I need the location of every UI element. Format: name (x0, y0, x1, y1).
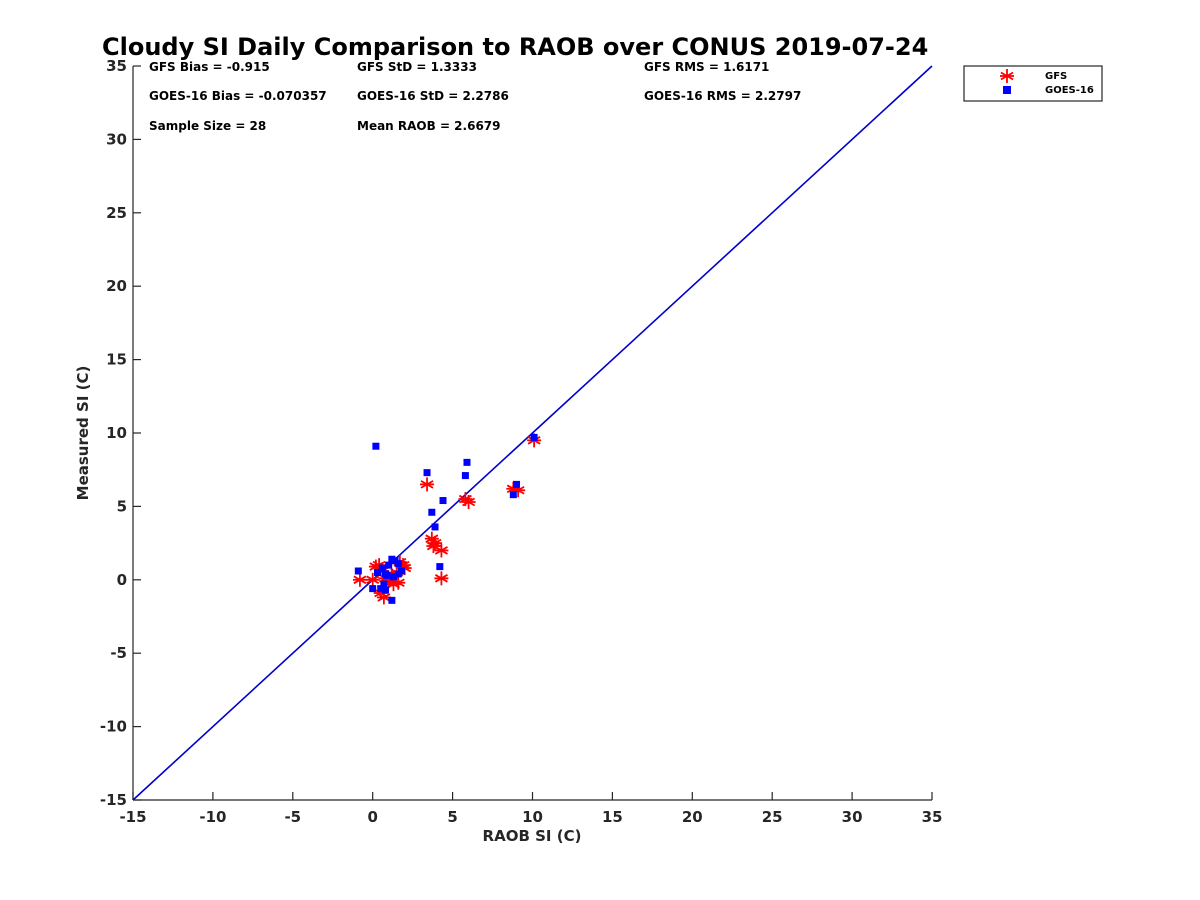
y-tick-label: 5 (117, 497, 127, 515)
legend-goes16-marker (1003, 86, 1011, 94)
gfs-point (352, 572, 367, 587)
gfs-point (420, 477, 435, 492)
stat-text: GFS StD = 1.3333 (357, 60, 477, 74)
y-tick-label: 30 (106, 130, 127, 148)
stat-text: GFS RMS = 1.6171 (644, 60, 769, 74)
y-tick-label: 0 (117, 571, 127, 589)
legend-box (963, 65, 1103, 102)
x-tick-label: 0 (367, 808, 377, 826)
x-tick-label: 20 (682, 808, 703, 826)
goes16-point (369, 585, 377, 593)
stat-text: GOES-16 StD = 2.2786 (357, 89, 509, 103)
goes16-point (385, 561, 393, 569)
y-tick-label: 25 (106, 204, 127, 222)
goes16-point (463, 458, 471, 466)
y-tick-label: 15 (106, 351, 127, 369)
x-tick-label: 35 (922, 808, 943, 826)
y-axis-label: Measured SI (C) (74, 366, 92, 501)
chart-title: Cloudy SI Daily Comparison to RAOB over … (102, 33, 928, 61)
goes16-point (431, 523, 439, 531)
goes16-point (377, 585, 385, 593)
reference-line (132, 65, 933, 801)
y-tick-label: -10 (100, 718, 127, 736)
x-tick-label: 30 (842, 808, 863, 826)
stat-text: Sample Size = 28 (149, 119, 266, 133)
goes16-point (373, 568, 381, 576)
reference-line-group (132, 65, 933, 801)
goes16-point (378, 564, 386, 572)
goes16-point (439, 497, 447, 505)
stat-text: GOES-16 Bias = -0.070357 (149, 89, 327, 103)
goes16-point (389, 573, 397, 581)
legend-label: GOES-16 (1045, 85, 1094, 96)
legend-gfs-marker (1000, 69, 1014, 83)
goes16-point (383, 571, 391, 579)
y-tick-label: -15 (100, 791, 127, 809)
x-tick-label: -15 (119, 808, 146, 826)
x-tick-label: 5 (447, 808, 457, 826)
goes16-point (509, 491, 517, 499)
x-tick-label: -10 (199, 808, 226, 826)
goes16-point (428, 508, 436, 516)
stats-block: GFS Bias = -0.915 GFS StD = 1.3333 GFS RMS… (149, 60, 801, 133)
legend: GFS GOES-16 (963, 65, 1103, 102)
y-tick-label: 20 (106, 277, 127, 295)
goes16-point (513, 480, 521, 488)
axes: -15 -10 -5 0 5 10 15 20 25 30 35 -15 -10 -5 0 5 10 15 20 25… (100, 57, 943, 826)
y-tick-label: -5 (110, 644, 127, 662)
stat-text: GFS Bias = -0.915 (149, 60, 270, 74)
goes16-point (354, 567, 362, 575)
goes16-point (461, 472, 469, 480)
goes16-point (372, 442, 380, 450)
legend-label: GFS (1045, 71, 1067, 82)
gfs-point (434, 543, 449, 558)
y-tick-label: 10 (106, 424, 127, 442)
x-tick-label: 25 (762, 808, 783, 826)
y-tick-label: 35 (106, 57, 127, 75)
goes16-point (530, 433, 538, 441)
gfs-point (365, 572, 380, 587)
gfs-point (461, 494, 476, 509)
x-tick-label: 15 (602, 808, 623, 826)
goes16-point (394, 570, 402, 578)
data-points (352, 433, 542, 605)
stat-text: Mean RAOB = 2.6679 (357, 119, 501, 133)
x-tick-label: -5 (284, 808, 301, 826)
x-tick-label: 10 (522, 808, 543, 826)
goes16-point (436, 563, 444, 571)
gfs-point (434, 571, 449, 586)
stat-text: GOES-16 RMS = 2.2797 (644, 89, 801, 103)
goes16-point (394, 560, 402, 568)
goes16-point (423, 469, 431, 477)
x-axis-label: RAOB SI (C) (483, 827, 582, 845)
goes16-point (381, 586, 389, 594)
goes16-point (388, 596, 396, 604)
goes16-point (380, 580, 388, 588)
